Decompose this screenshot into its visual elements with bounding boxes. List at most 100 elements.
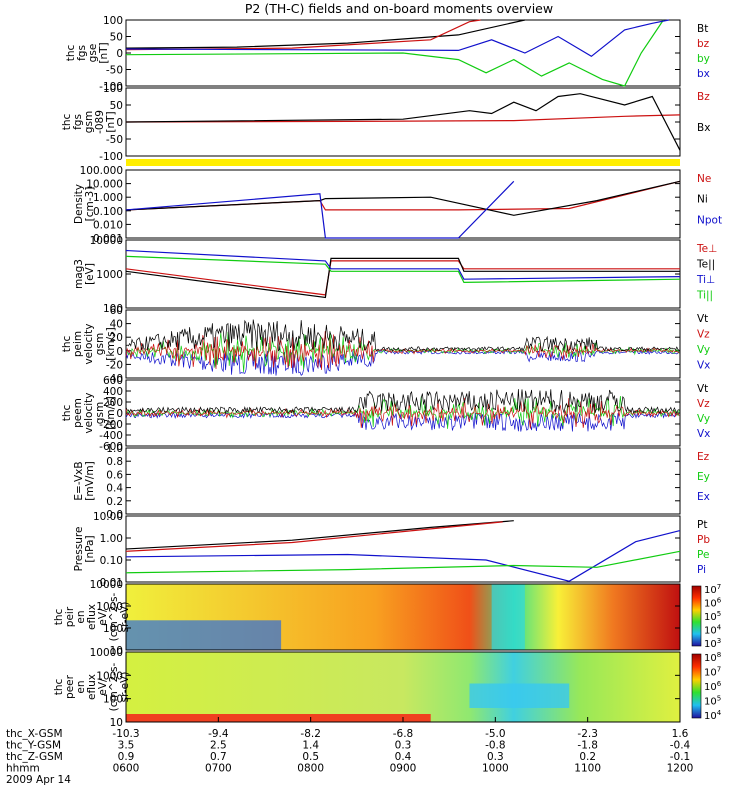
y-tick-label: 1.00 [100,533,123,545]
legend-Te: Te⊥ [696,243,717,255]
y-tick-label: 1000 [96,670,123,682]
spectrogram-image [126,652,680,722]
y-tick-label: -100 [99,151,123,163]
x-row-value: 1200 [667,763,694,775]
series-noise-red [125,397,680,429]
series-bz [125,19,481,51]
x-row-value: -10.3 [112,728,139,740]
y-axis-label: en [75,610,87,623]
x-row-value: -1.8 [577,740,598,752]
legend-Vt: Vt [697,383,708,395]
y-axis-label: gsm [83,111,95,133]
legend-Vt: Vt [697,313,708,325]
legend-Pb: Pb [697,534,710,546]
series-Ti [125,255,681,284]
y-axis-label: E=-VxB [73,461,85,500]
x-row-value: 3.5 [118,740,135,752]
x-row-label: thc_Z-GSM [6,751,63,763]
y-tick-label: 1.000 [93,192,123,204]
y-axis-label: thc [53,609,65,626]
x-row-value: 0.9 [118,751,135,763]
y-tick-label: 0.2 [106,496,123,508]
y-tick-label: 0 [116,408,123,420]
y-axis-label: thc [61,114,73,131]
legend-Ti: Ti|| [696,290,713,302]
y-axis-label: thc [61,336,73,353]
legend-Vz: Vz [697,329,710,341]
legend-bx: bx [697,68,710,80]
x-row-value: -8.2 [300,728,321,740]
colorbar [691,653,702,719]
y-tick-label: 1000 [96,269,123,281]
x-row-label: thc_Y-GSM [6,740,61,752]
legend-by: by [697,53,710,65]
x-row-value: 1000 [482,763,509,775]
pressure-green [125,550,681,574]
y-tick-label: 0.01 [100,577,123,589]
x-row-value: -5.0 [485,728,506,740]
y-axis-label: velocity [83,392,95,433]
y-axis-label: eV/ [97,678,109,696]
y-tick-label: 10.000 [86,179,123,191]
colorbar-tick-label: 106 [704,680,722,693]
low-energy-region [126,620,282,650]
legend-Ex: Ex [697,491,710,503]
low-flux-region [469,683,570,708]
series-by [125,19,664,87]
legend-Vx: Vx [697,428,710,440]
y-tick-label: 400 [103,386,123,398]
panel-frame [125,239,681,309]
y-axis-label: (cm^2-s- [108,592,120,641]
y-axis-label: eflux [86,604,98,630]
y-tick-label: 0.4 [106,483,123,495]
y-axis-label: peem [72,398,84,428]
y-tick-label: 1.0 [106,443,123,455]
y-tick-label: 1000 [96,601,123,613]
x-row-value: 0.7 [210,751,227,763]
status-bar [126,159,680,166]
x-axis-annotation: thc_X-GSM -10.3 -9.4 -8.2 -6.8 -5.0 -2.3 1.6 thc… [6,717,693,786]
figure-title: P2 (TH-C) fields and on-board moments ov… [245,1,553,16]
y-axis-label: mag3 [73,259,85,289]
x-row-value: -6.8 [393,728,414,740]
legend-Pe: Pe [697,549,709,561]
x-row-value: 0800 [297,763,324,775]
x-row-value: -9.4 [208,728,229,740]
y-tick-label: 0 [116,48,123,60]
y-axis-label: eV/ [97,608,109,626]
x-row-value: 0700 [205,763,232,775]
colorbar-tick-label: 108 [704,651,721,664]
legend-Pt: Pt [697,519,707,531]
x-row-value: -0.4 [670,740,691,752]
y-tick-label: 100 [103,83,123,95]
y-axis-label: -089 [94,110,106,134]
y-tick-label: 200 [103,397,123,409]
series-Npot [125,180,515,239]
y-axis-label: peir [64,606,76,627]
colorbar-tick-label: 105 [704,610,721,623]
y-axis-label: [cm-3] [84,187,96,222]
y-tick-label: 0.0 [106,509,123,521]
series-Te [125,257,680,299]
y-axis-label: sr-eV) [119,602,131,633]
legend-Npot: Npot [697,214,722,226]
x-row-value: 0.3 [395,740,412,752]
y-tick-label: 10.00 [93,511,123,523]
legend-Ez: Ez [697,451,710,463]
y-axis-label: peer [64,674,76,699]
colorbar-tick-label: 107 [704,583,721,596]
colorbar [691,585,702,647]
y-tick-label: -40 [106,373,123,385]
legend-Bt: Bt [697,23,708,35]
legend-Vx: Vx [697,360,710,372]
x-row-value: 0.4 [395,751,412,763]
series-Te [125,260,680,296]
y-axis-label: velocity [83,323,95,364]
y-tick-label: 50 [110,32,123,44]
